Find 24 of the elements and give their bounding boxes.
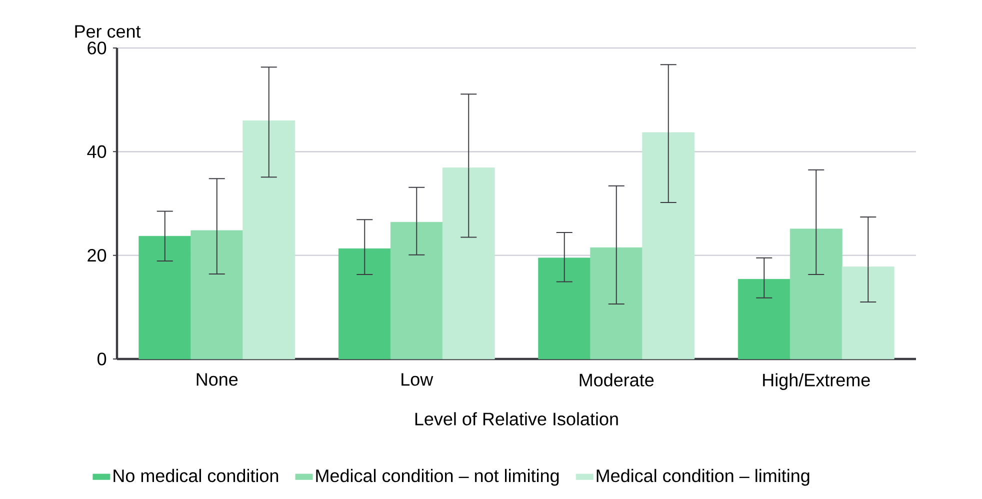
bar <box>842 266 894 360</box>
x-tick-label: Moderate <box>580 373 654 386</box>
bar <box>190 230 244 360</box>
y-tick-label: 60 <box>88 42 106 54</box>
bar <box>138 236 192 360</box>
bar <box>538 258 591 360</box>
x-axis-title: Level of Relative Isolation <box>415 412 618 426</box>
bar <box>390 222 443 360</box>
legend-label: No medical condition <box>114 468 278 482</box>
bar <box>642 132 695 360</box>
y-tick-label: 40 <box>87 145 106 158</box>
bar <box>442 168 495 360</box>
legend-label: Medical condition – limiting <box>596 468 810 486</box>
x-tick-label: None <box>196 373 238 386</box>
legend-label: Medical condition – not limiting <box>316 468 559 486</box>
bar <box>338 248 391 360</box>
y-tick-label: 0 <box>97 352 106 366</box>
x-tick-label: Low <box>402 373 434 386</box>
y-axis-title: Per cent <box>75 25 141 38</box>
y-tick-label: 20 <box>88 248 106 262</box>
bar <box>738 278 790 360</box>
bar <box>790 228 842 360</box>
bar <box>242 120 296 360</box>
x-tick-label: High/Extreme <box>763 373 870 390</box>
